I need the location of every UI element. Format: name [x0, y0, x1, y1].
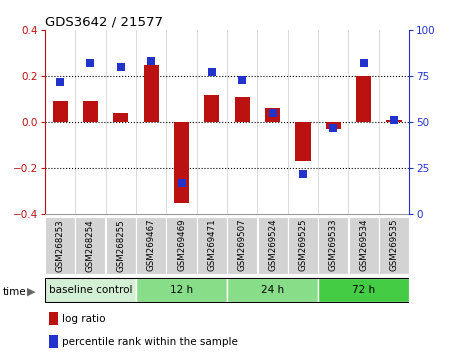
FancyBboxPatch shape	[379, 217, 409, 274]
Bar	[49, 335, 58, 348]
FancyBboxPatch shape	[45, 278, 136, 302]
Text: GSM268255: GSM268255	[116, 219, 125, 272]
Text: baseline control: baseline control	[49, 285, 132, 295]
FancyBboxPatch shape	[75, 217, 105, 274]
Text: 24 h: 24 h	[261, 285, 284, 295]
Text: GSM269524: GSM269524	[268, 219, 277, 272]
Text: GSM269534: GSM269534	[359, 219, 368, 272]
Point	[87, 61, 94, 66]
Point	[299, 171, 307, 177]
FancyBboxPatch shape	[136, 278, 227, 302]
Point	[208, 70, 216, 75]
Point	[117, 64, 124, 70]
Text: GDS3642 / 21577: GDS3642 / 21577	[45, 16, 163, 29]
Point	[330, 125, 337, 131]
Bar	[235, 97, 250, 122]
Text: 12 h: 12 h	[170, 285, 193, 295]
FancyBboxPatch shape	[318, 217, 348, 274]
Bar	[83, 101, 98, 122]
Bar	[386, 120, 402, 122]
Bar	[113, 113, 128, 122]
FancyBboxPatch shape	[318, 278, 409, 302]
Bar	[49, 312, 58, 325]
Point	[148, 58, 155, 64]
Bar	[326, 122, 341, 129]
Text: GSM269471: GSM269471	[207, 219, 216, 272]
Bar	[53, 101, 68, 122]
Point	[178, 180, 185, 186]
FancyBboxPatch shape	[136, 217, 166, 274]
FancyBboxPatch shape	[288, 217, 318, 274]
Bar	[356, 76, 371, 122]
Text: GSM269535: GSM269535	[389, 219, 398, 272]
Text: GSM269533: GSM269533	[329, 219, 338, 272]
Text: percentile rank within the sample: percentile rank within the sample	[62, 337, 238, 347]
FancyBboxPatch shape	[227, 217, 257, 274]
Text: GSM269467: GSM269467	[147, 219, 156, 272]
FancyBboxPatch shape	[257, 217, 288, 274]
FancyBboxPatch shape	[166, 217, 197, 274]
Text: time: time	[2, 287, 26, 297]
Bar	[174, 122, 189, 202]
Text: GSM269469: GSM269469	[177, 219, 186, 272]
Text: GSM268254: GSM268254	[86, 219, 95, 272]
Text: log ratio: log ratio	[62, 314, 106, 324]
Point	[360, 61, 368, 66]
Bar	[204, 95, 219, 122]
Point	[56, 79, 64, 85]
Text: 72 h: 72 h	[352, 285, 375, 295]
Text: ▶: ▶	[26, 287, 35, 297]
FancyBboxPatch shape	[349, 217, 379, 274]
FancyBboxPatch shape	[197, 217, 227, 274]
Text: GSM269507: GSM269507	[238, 219, 247, 272]
Bar	[144, 65, 159, 122]
FancyBboxPatch shape	[106, 217, 136, 274]
Text: GSM268253: GSM268253	[56, 219, 65, 272]
Point	[390, 118, 398, 123]
FancyBboxPatch shape	[45, 217, 75, 274]
Point	[238, 77, 246, 82]
FancyBboxPatch shape	[228, 278, 318, 302]
Bar	[295, 122, 310, 161]
Point	[269, 110, 276, 116]
Bar	[265, 108, 280, 122]
Text: GSM269525: GSM269525	[298, 219, 307, 272]
